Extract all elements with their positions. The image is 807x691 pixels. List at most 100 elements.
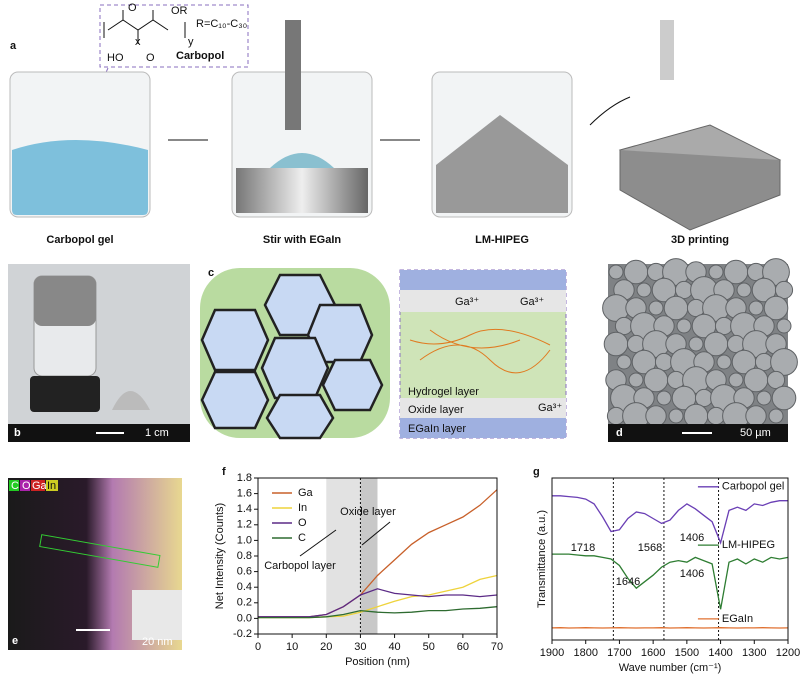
particle [768, 408, 784, 424]
beaker-1 [9, 71, 151, 218]
x-tick-label: 1600 [641, 647, 665, 659]
gel [34, 276, 96, 326]
structure-name: Carbopol [176, 50, 224, 62]
particle [716, 354, 732, 370]
y-tick-label: 0.2 [237, 597, 252, 609]
x-tick-label: 50 [423, 641, 435, 653]
structure-box [99, 4, 249, 68]
x-tick-label: 1800 [573, 647, 597, 659]
annotation: 1568 [638, 542, 662, 554]
layer-bottom [400, 418, 566, 438]
x-tick-label: 1300 [742, 647, 766, 659]
particle [648, 300, 664, 316]
particle [606, 406, 626, 426]
particle [762, 258, 790, 286]
panel-label: c [208, 267, 214, 279]
particle [748, 300, 764, 316]
subscript: x [135, 36, 141, 48]
x-tick-label: 60 [457, 641, 469, 653]
particle [770, 348, 798, 376]
layer-top [400, 270, 566, 290]
oxide-top [400, 290, 566, 312]
x-tick-label: 0 [255, 641, 261, 653]
annotation-arrow [299, 529, 337, 557]
y-tick-label: 0.8 [237, 550, 252, 562]
layer-label: Hydrogel layer [408, 386, 479, 398]
annotation: 1718 [571, 542, 595, 554]
particle [728, 372, 744, 388]
layer-label: Oxide layer [408, 404, 464, 416]
arrows [168, 96, 631, 141]
layer-label: EGaIn layer [408, 423, 466, 435]
legend-label: Ga [298, 487, 314, 499]
y-tick-label: 1.2 [237, 519, 252, 531]
atom: O [128, 2, 137, 14]
particle [771, 385, 797, 411]
y-tick-label: 0.6 [237, 566, 252, 578]
x-tick-label: 30 [354, 641, 366, 653]
panel-label: f [222, 466, 226, 478]
x-tick-label: 70 [491, 641, 503, 653]
ion: Ga³⁺ [538, 402, 562, 414]
x-tick-label: 1200 [776, 647, 800, 659]
x-tick-label: 1900 [540, 647, 564, 659]
subscript: y [188, 36, 194, 48]
particle [774, 280, 794, 300]
substituent: R=C₁₀-C₃₀ [196, 18, 247, 30]
droplets [200, 268, 390, 440]
cap [30, 376, 100, 412]
ion: Ga³⁺ [520, 296, 544, 308]
scale-label: 50 µm [740, 427, 771, 439]
annotation: 1406 [680, 568, 704, 580]
particle [706, 406, 726, 426]
x-tick-label: 10 [286, 641, 298, 653]
y-tick-label: 1.0 [237, 534, 252, 546]
y-tick-label: 1.6 [237, 488, 252, 500]
series-line [552, 495, 788, 545]
series-line [258, 606, 498, 619]
particle [708, 264, 724, 280]
panel-label: g [533, 466, 540, 478]
element: O [22, 480, 31, 492]
scale-label: 1 cm [145, 427, 169, 439]
particle [636, 282, 652, 298]
plot-frame [551, 477, 789, 641]
step-label: Stir with EGaIn [263, 234, 342, 246]
annotation: Oxide layer [340, 506, 396, 518]
shaded-region [326, 478, 361, 634]
particle [736, 282, 752, 298]
particle [668, 408, 684, 424]
step-label: Carbopol gel [46, 234, 113, 246]
atom: O [146, 52, 155, 64]
legend-label: O [298, 517, 307, 529]
particle [766, 370, 786, 390]
particle [688, 336, 704, 352]
series-line [258, 588, 498, 618]
x-axis-label: Position (nm) [345, 656, 410, 668]
panel-label: e [12, 635, 18, 647]
y-tick-label: 1.4 [237, 503, 252, 515]
printed-lattice [618, 20, 782, 231]
panel-label: d [616, 427, 623, 439]
y-axis-label: Transmittance (a.u.) [536, 510, 548, 608]
printed-cone [112, 391, 150, 410]
particle [763, 295, 789, 321]
polymer-chains [409, 328, 551, 374]
annotation: Carbopol layer [264, 560, 336, 572]
step-label: LM-HIPEG [475, 234, 529, 246]
particle [616, 354, 632, 370]
ion: Ga³⁺ [455, 296, 479, 308]
particle [645, 405, 667, 427]
element-key [9, 480, 19, 491]
structure-bonds [103, 10, 186, 44]
particle [745, 405, 767, 427]
particle [756, 390, 772, 406]
y-tick-label: -0.2 [233, 628, 252, 640]
beaker-3 [431, 71, 573, 218]
y-tick-label: 0.4 [237, 581, 252, 593]
element: C [11, 480, 19, 492]
annotation: 1406 [680, 532, 704, 544]
panel-label: b [14, 427, 21, 439]
particle [676, 318, 692, 334]
